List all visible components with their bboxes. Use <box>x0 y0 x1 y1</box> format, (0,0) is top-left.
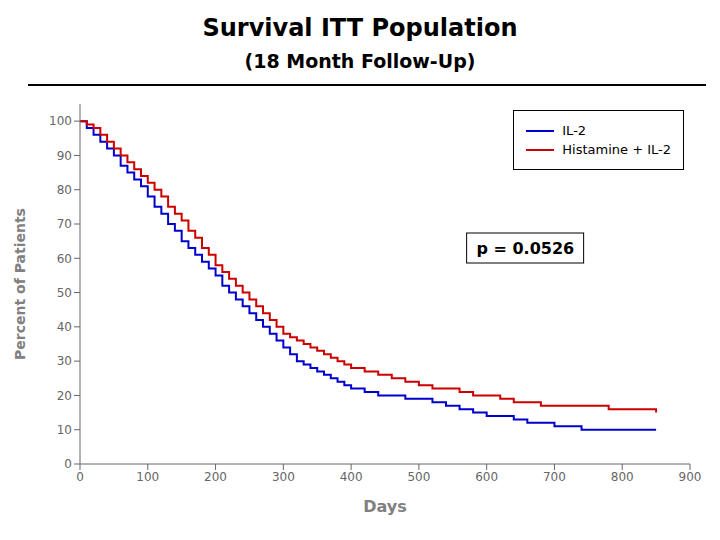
svg-text:900: 900 <box>679 470 702 484</box>
svg-text:700: 700 <box>543 470 566 484</box>
svg-text:10: 10 <box>57 423 72 437</box>
svg-text:Days: Days <box>363 497 407 516</box>
svg-text:100: 100 <box>49 114 72 128</box>
svg-text:300: 300 <box>272 470 295 484</box>
svg-text:0: 0 <box>76 470 84 484</box>
svg-text:400: 400 <box>340 470 363 484</box>
svg-text:60: 60 <box>57 252 72 266</box>
svg-text:600: 600 <box>475 470 498 484</box>
html-text:p = 0.0526: p = 0.0526 <box>476 238 575 258</box>
svg-text:100: 100 <box>136 470 159 484</box>
svg-text:90: 90 <box>57 149 72 163</box>
svg-text:80: 80 <box>57 183 72 197</box>
svg-text:800: 800 <box>611 470 634 484</box>
svg-text:0: 0 <box>64 457 72 471</box>
svg-text:Percent of Patients: Percent of Patients <box>12 208 28 360</box>
svg-text:200: 200 <box>204 470 227 484</box>
svg-text:50: 50 <box>57 286 72 300</box>
svg-text:500: 500 <box>407 470 430 484</box>
html-text:Histamine + IL-2: Histamine + IL-2 <box>562 142 671 157</box>
html-text:(18 Month Follow-Up): (18 Month Follow-Up) <box>244 50 476 72</box>
html-text:Survival ITT Population: Survival ITT Population <box>202 14 518 42</box>
svg-text:70: 70 <box>57 217 72 231</box>
svg-text:30: 30 <box>57 354 72 368</box>
svg-text:20: 20 <box>57 389 72 403</box>
html-text:IL-2: IL-2 <box>562 123 587 138</box>
svg-text:40: 40 <box>57 320 72 334</box>
